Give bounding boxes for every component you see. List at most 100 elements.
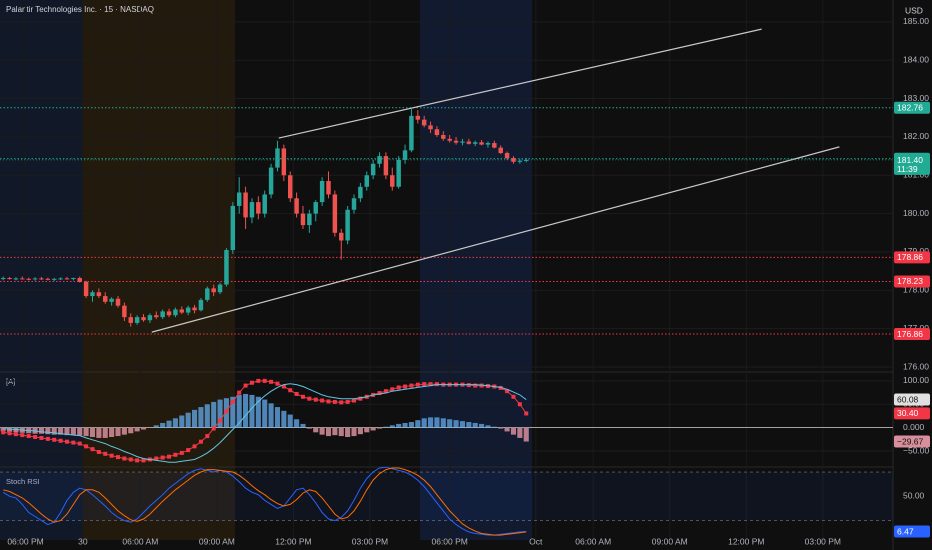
histogram-bar (440, 418, 446, 428)
candle-body (192, 307, 197, 311)
candle-body (492, 143, 497, 148)
indicator-marker (179, 450, 184, 455)
histogram-bar (402, 422, 408, 428)
candle-body (256, 202, 261, 214)
y-tick-label: 178.00 (903, 285, 929, 295)
candle-body (287, 175, 293, 199)
countdown: 11:39 (897, 164, 918, 174)
candle-body (224, 250, 229, 285)
candle-body (205, 288, 210, 300)
histogram-bar (115, 427, 121, 437)
price-label-box (894, 525, 930, 538)
y-tick-label: 185.00 (903, 16, 929, 26)
candle-body (441, 134, 446, 139)
indicator-marker (7, 431, 12, 436)
candle-body (211, 288, 216, 293)
candle-body (134, 317, 140, 323)
candle-body (504, 153, 510, 159)
indicator-marker (422, 382, 427, 387)
candle-body (307, 213, 312, 226)
candle-body (185, 307, 191, 313)
indicator-marker (20, 433, 25, 438)
indicator-marker (33, 435, 38, 440)
x-tick-label: 03:00 PM (805, 536, 841, 546)
indicator-marker (403, 384, 408, 389)
candle-body (434, 129, 440, 135)
indicator-marker (109, 453, 114, 458)
stoch-line (3, 467, 527, 536)
histogram-bar (185, 412, 191, 428)
candle-body (173, 309, 178, 316)
histogram-bar (128, 427, 134, 434)
indicator-marker (135, 458, 140, 463)
candle-body (409, 115, 414, 151)
histogram-bar (268, 403, 274, 428)
indicator-marker (473, 383, 478, 388)
histogram-bar (7, 427, 13, 432)
histogram-bar (102, 427, 108, 438)
histogram-bar (370, 427, 376, 431)
candle-body (71, 278, 76, 280)
candle-body (51, 278, 57, 280)
histogram-bar (415, 420, 421, 428)
indicator-marker (262, 378, 267, 383)
histogram-bar (0, 427, 6, 432)
candle-body (268, 167, 274, 195)
indicator-marker (269, 379, 274, 384)
y-tick-label: 184.00 (903, 54, 929, 64)
price-label: 182.76 (897, 103, 923, 113)
indicator-marker (71, 440, 76, 445)
indicator-marker (256, 378, 261, 383)
x-tick-label: 12:00 PM (728, 536, 764, 546)
candle-body (230, 205, 236, 251)
histogram-bar (332, 427, 338, 436)
candle-body (479, 142, 484, 145)
y-tick-label: −50.00 (903, 445, 930, 455)
candle-body (358, 186, 363, 199)
price-label-box (894, 393, 930, 406)
histogram-bar (383, 426, 389, 428)
histogram-bar (262, 399, 268, 428)
price-label-box (894, 101, 930, 114)
candle-body (319, 181, 325, 203)
x-tick-label: 06:00 PM (7, 536, 43, 546)
x-tick-label: 06:00 AM (575, 536, 611, 546)
histogram-bar (198, 407, 204, 428)
y-tick-label: 183.00 (903, 93, 929, 103)
histogram-bar (249, 394, 255, 428)
candle-body (103, 296, 108, 302)
y-tick-label: 100.00 (903, 375, 929, 385)
candle-body (262, 194, 267, 214)
indicator-marker (77, 441, 82, 446)
histogram-bar (274, 407, 281, 428)
histogram-bar (191, 409, 198, 428)
indicator-marker (26, 434, 31, 439)
histogram-bar (153, 425, 159, 428)
x-tick-label: 12:00 PM (275, 536, 311, 546)
indicator-marker (249, 380, 254, 385)
indicator-marker (275, 381, 280, 386)
candle-body (364, 175, 370, 187)
price-label-box (894, 328, 930, 341)
price-label: 178.23 (897, 276, 923, 286)
trend-line (151, 146, 840, 333)
histogram-bar (345, 427, 351, 438)
indicator-marker (524, 411, 529, 416)
candle-body (147, 315, 153, 321)
y-tick-label: 179.00 (903, 246, 929, 256)
histogram-bar (51, 427, 57, 435)
histogram-bar (485, 425, 491, 428)
price-label: 178.86 (897, 252, 923, 262)
histogram-bar (319, 427, 325, 435)
candle-body (523, 159, 529, 161)
indicator-marker (352, 398, 357, 403)
histogram-bar (504, 427, 510, 432)
candle-body (115, 298, 121, 306)
indicator-marker (1, 430, 6, 435)
histogram-bar (408, 422, 414, 428)
indicator-marker (243, 383, 248, 388)
candle-body (390, 175, 395, 187)
histogram-bar (204, 404, 210, 428)
trend-line (278, 28, 762, 139)
